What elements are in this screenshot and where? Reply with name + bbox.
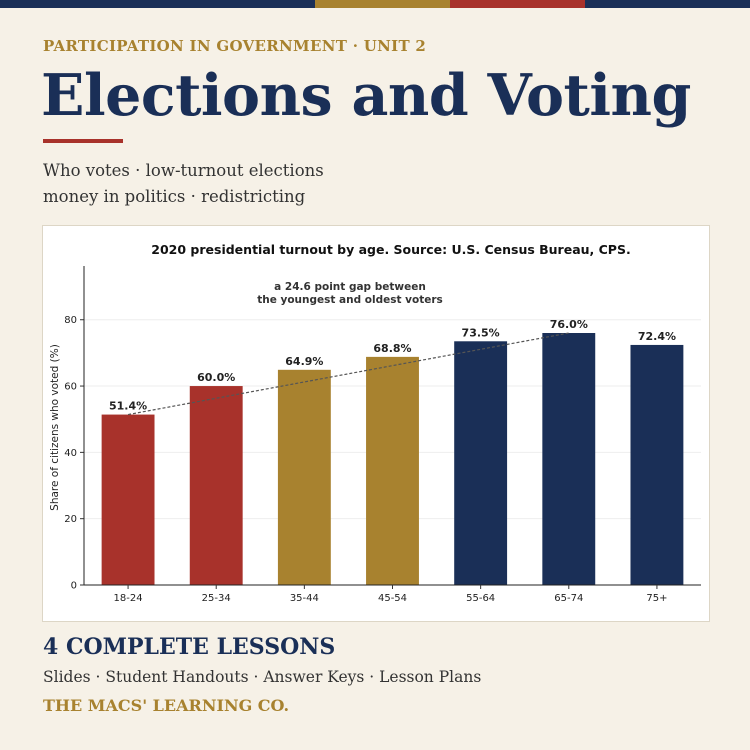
unit-label: PARTICIPATION IN GOVERNMENT · UNIT 2 bbox=[43, 37, 427, 55]
value-label-35-44: 64.9% bbox=[285, 355, 323, 368]
x-tick-label-25-34: 25-34 bbox=[202, 593, 231, 604]
y-axis-label: Share of citizens who voted (%) bbox=[49, 344, 61, 511]
turnout-chart: 2020 presidential turnout by age. Source… bbox=[49, 242, 701, 604]
value-label-75+: 72.4% bbox=[638, 330, 676, 343]
y-tick-label: 80 bbox=[64, 315, 77, 326]
y-tick-label: 0 bbox=[71, 581, 77, 592]
top-bar-navy-2 bbox=[585, 0, 750, 8]
page-title: Elections and Voting bbox=[41, 62, 691, 129]
annotation-line-1: a 24.6 point gap between bbox=[274, 281, 426, 293]
chart-card: 2020 presidential turnout by age. Source… bbox=[42, 225, 710, 622]
y-tick-label: 40 bbox=[64, 448, 77, 459]
chart-title: 2020 presidential turnout by age. Source… bbox=[151, 242, 630, 257]
subtitle-line-2: money in politics · redistricting bbox=[43, 187, 306, 206]
top-bar-red bbox=[450, 0, 585, 8]
value-label-25-34: 60.0% bbox=[197, 371, 235, 384]
subtitle-line-1: Who votes · low-turnout elections bbox=[43, 161, 324, 180]
x-tick-label-18-24: 18-24 bbox=[114, 593, 143, 604]
x-tick-label-55-64: 55-64 bbox=[466, 593, 495, 604]
bar-18-24 bbox=[101, 414, 155, 585]
title-underline bbox=[43, 139, 123, 143]
top-bar-gold bbox=[315, 0, 450, 8]
bar-75+ bbox=[630, 344, 684, 585]
x-tick-label-45-54: 45-54 bbox=[378, 593, 407, 604]
brand-name: THE MACS' LEARNING CO. bbox=[43, 696, 290, 715]
x-tick-label-65-74: 65-74 bbox=[554, 593, 583, 604]
top-bar-navy bbox=[0, 0, 315, 8]
value-label-45-54: 68.8% bbox=[373, 342, 411, 355]
bar-25-34 bbox=[189, 386, 243, 585]
bar-55-64 bbox=[454, 341, 508, 585]
bar-45-54 bbox=[366, 356, 419, 585]
top-color-bar bbox=[0, 0, 750, 8]
bar-35-44 bbox=[277, 369, 331, 585]
value-label-18-24: 51.4% bbox=[109, 400, 147, 413]
materials-list: Slides · Student Handouts · Answer Keys … bbox=[43, 668, 482, 686]
annotation-line-2: the youngest and oldest voters bbox=[257, 294, 443, 306]
y-tick-label: 20 bbox=[64, 514, 77, 525]
x-tick-label-75+: 75+ bbox=[646, 593, 667, 604]
value-label-65-74: 76.0% bbox=[550, 318, 588, 331]
x-tick-label-35-44: 35-44 bbox=[290, 593, 319, 604]
y-tick-label: 60 bbox=[64, 382, 77, 393]
lessons-heading: 4 COMPLETE LESSONS bbox=[43, 634, 336, 660]
bar-65-74 bbox=[542, 333, 596, 585]
value-label-55-64: 73.5% bbox=[462, 326, 500, 339]
